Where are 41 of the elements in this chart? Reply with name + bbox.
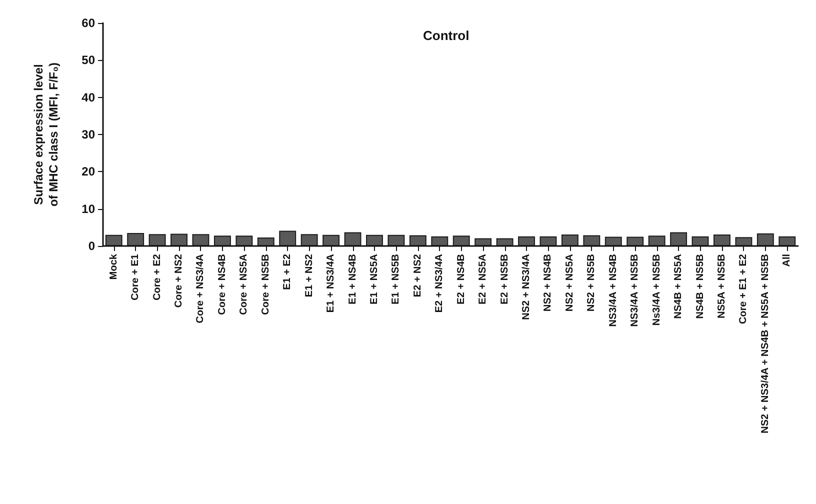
chart-title: Control (423, 28, 470, 43)
y-tick-label: 20 (82, 164, 96, 179)
y-tick-label: 10 (82, 202, 96, 216)
x-tick-label: All (782, 254, 793, 267)
x-tick-label: E1 + NS5A (368, 254, 380, 304)
x-tick-label: NS3/4A + NS5B (630, 254, 641, 327)
x-tick-label: NS4B + NS5A (673, 254, 684, 319)
x-tick-label: NS2 + NS5B (586, 254, 598, 312)
x-tick-label: Core + NS5A (238, 254, 250, 315)
y-tick-label: 0 (88, 239, 96, 253)
y-tick-label: 30 (82, 128, 96, 142)
x-tick-label: Core + NS4B (216, 254, 228, 315)
y-tick-label: 60 (82, 16, 96, 30)
y-tick-label: 40 (82, 90, 96, 104)
x-tick-label: E2 + NS3/4A (434, 254, 446, 313)
x-tick-label: E1 + NS3/4A (326, 254, 337, 313)
x-tick-label: Core + NS2 (174, 254, 185, 308)
x-tick-label: NS4B + NS5B (694, 254, 706, 319)
x-tick-label: NS2 + NS3/4A + NS4B + NS5A + NS5B (760, 254, 771, 434)
x-tick-label: Core + E1 (130, 254, 142, 300)
x-tick-label: E2 + NS5B (499, 254, 510, 304)
x-tick-label: E1 + NS2 (304, 254, 315, 298)
x-tick-label: NS5A + NS5B (716, 254, 728, 318)
x-tick-label: Core + E1 + E2 (738, 254, 750, 324)
x-tick-label: E2 + NS4B (456, 254, 467, 304)
x-tick-label: Ns3/4A + NS5B (651, 254, 662, 326)
y-tick-label: 50 (82, 53, 96, 68)
x-tick-label: E1 + E2 (282, 254, 294, 290)
x-tick-label: E1 + NS4B (347, 254, 358, 304)
x-tick-label: NS2 + NS3/4A (521, 254, 532, 320)
y-axis-title: Surface expression level of MHC class I (MFI, F/F₀) (32, 62, 60, 207)
x-tick-label: NS3/4A + NS4B (608, 254, 619, 327)
x-tick-label: NS2 + NS4B (542, 254, 554, 312)
x-tick-label: Mock (108, 254, 120, 280)
x-tick-label: E1 + NS5B (390, 254, 402, 304)
x-tick-label: NS2 + NS5A (564, 254, 576, 312)
x-tick-label: E2 + NS2 (412, 254, 424, 298)
x-tick-label: Core + NS5B (260, 254, 272, 315)
x-tick-label: Core + E2 (152, 254, 163, 300)
x-tick-label: Core + NS3/4A (195, 254, 206, 324)
x-tick-label: E2 + NS5A (478, 254, 489, 304)
